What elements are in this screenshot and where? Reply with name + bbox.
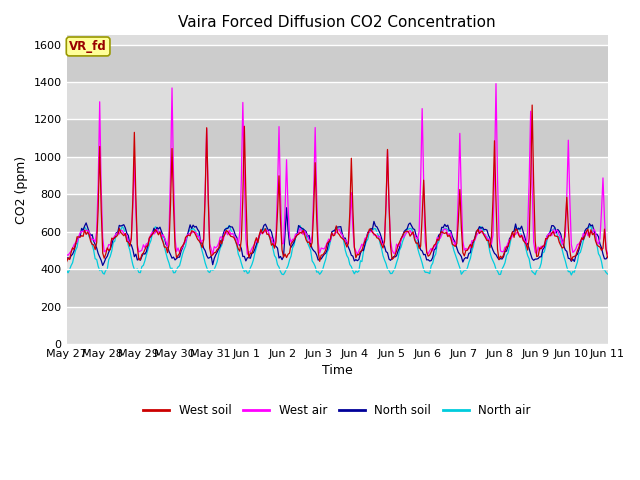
Bar — [67, 120, 607, 157]
Legend: West soil, West air, North soil, North air: West soil, West air, North soil, North a… — [138, 399, 536, 421]
Bar — [67, 194, 607, 232]
Bar — [67, 269, 607, 307]
Bar — [67, 45, 607, 82]
Bar — [67, 82, 607, 120]
Bar — [67, 157, 607, 194]
Text: VR_fd: VR_fd — [69, 40, 107, 53]
Bar — [67, 307, 607, 344]
Bar — [67, 232, 607, 269]
Title: Vaira Forced Diffusion CO2 Concentration: Vaira Forced Diffusion CO2 Concentration — [178, 15, 496, 30]
Y-axis label: CO2 (ppm): CO2 (ppm) — [15, 156, 28, 224]
X-axis label: Time: Time — [322, 364, 353, 377]
